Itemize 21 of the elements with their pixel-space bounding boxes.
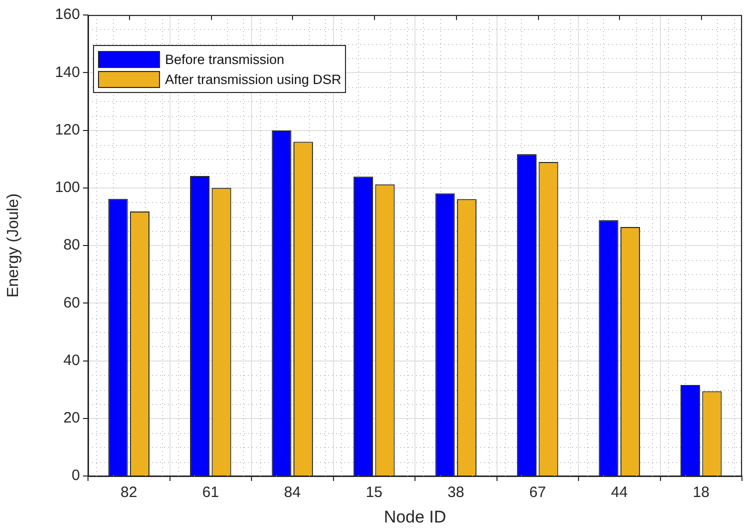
x-tick-label: 84 <box>284 484 301 502</box>
legend-label: Before transmission <box>165 52 284 66</box>
y-tick-label: 80 <box>63 236 80 254</box>
y-tick-label: 60 <box>63 294 80 312</box>
y-tick-label: 40 <box>63 352 80 369</box>
y-tick-label: 20 <box>63 410 80 427</box>
x-tick-label: 61 <box>202 484 219 502</box>
legend-label: After transmission using DSR <box>165 72 342 86</box>
x-tick-label: 38 <box>448 484 464 502</box>
y-tick-label: 160 <box>54 6 80 24</box>
x-axis-title: Node ID <box>384 507 446 526</box>
y-tick-label: 100 <box>54 179 80 196</box>
y-tick-label: 140 <box>54 64 80 81</box>
x-tick-label: 67 <box>529 484 546 502</box>
x-tick-label: 15 <box>366 484 382 502</box>
x-tick-label: 82 <box>120 484 138 502</box>
y-tick-label: 0 <box>72 467 80 484</box>
y-tick-label: 120 <box>54 121 80 138</box>
x-tick-label: 44 <box>611 484 628 502</box>
y-axis-title: Energy (Joule) <box>5 193 22 298</box>
x-tick-label: 18 <box>692 484 710 502</box>
